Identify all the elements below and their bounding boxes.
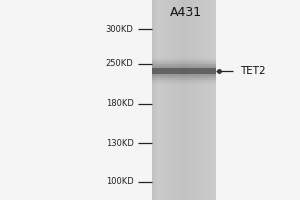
Bar <box>177 0 179 200</box>
Bar <box>152 68 216 74</box>
Text: 130KD: 130KD <box>106 138 134 148</box>
Bar <box>187 0 189 200</box>
Bar <box>152 66 216 76</box>
Bar <box>184 0 186 200</box>
Bar <box>172 0 174 200</box>
Bar <box>152 0 153 200</box>
Text: 250KD: 250KD <box>106 60 134 68</box>
Text: A431: A431 <box>170 6 202 19</box>
Bar <box>152 62 216 80</box>
Bar <box>213 0 215 200</box>
Bar <box>169 0 171 200</box>
Bar <box>179 0 181 200</box>
Bar <box>161 0 163 200</box>
Bar <box>163 0 165 200</box>
Bar <box>153 0 155 200</box>
Bar <box>200 0 202 200</box>
Bar <box>174 0 176 200</box>
Bar <box>155 0 157 200</box>
Bar <box>182 0 184 200</box>
Text: 100KD: 100KD <box>106 178 134 186</box>
Bar <box>152 58 216 84</box>
Bar <box>185 0 187 200</box>
Bar <box>195 0 197 200</box>
Bar <box>156 0 158 200</box>
Bar <box>211 0 213 200</box>
Bar <box>197 0 199 200</box>
Bar <box>166 0 168 200</box>
Bar <box>152 64 216 78</box>
Bar <box>209 0 211 200</box>
Bar <box>158 0 160 200</box>
Text: 300KD: 300KD <box>106 24 134 33</box>
Bar <box>189 0 190 200</box>
Bar <box>203 0 205 200</box>
Bar <box>168 0 169 200</box>
Bar <box>198 0 200 200</box>
Bar <box>208 0 210 200</box>
Bar <box>160 0 161 200</box>
Bar <box>206 0 208 200</box>
Bar <box>194 0 195 200</box>
Bar <box>164 0 166 200</box>
Bar <box>190 0 192 200</box>
Bar <box>192 0 194 200</box>
Bar <box>171 0 173 200</box>
Bar <box>176 0 178 200</box>
Text: 180KD: 180KD <box>106 99 134 108</box>
Bar <box>205 0 207 200</box>
Bar <box>181 0 182 200</box>
Bar <box>214 0 216 200</box>
Bar <box>152 60 216 82</box>
Text: TET2: TET2 <box>240 66 266 76</box>
Bar <box>202 0 203 200</box>
Bar <box>152 68 216 74</box>
